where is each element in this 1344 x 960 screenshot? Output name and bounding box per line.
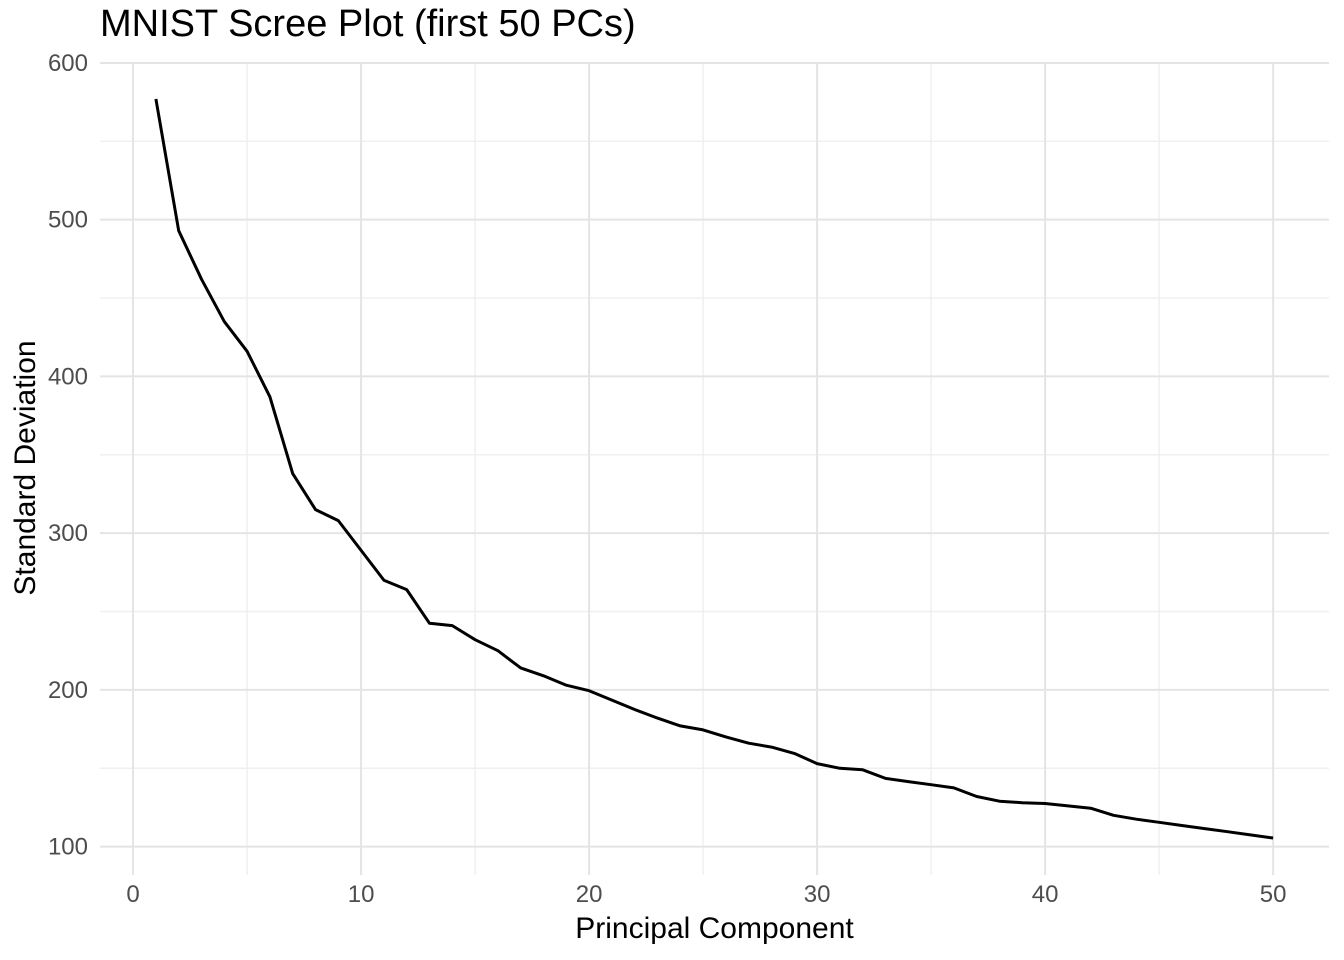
minor-gridlines — [100, 62, 1329, 875]
x-tick-label: 10 — [348, 881, 375, 908]
x-axis-title: Principal Component — [575, 912, 854, 945]
x-tick-labels: 0 10 20 30 40 50 — [126, 881, 1286, 908]
y-tick-label: 600 — [48, 50, 88, 77]
y-tick-label: 100 — [48, 834, 88, 861]
chart-title: MNIST Scree Plot (first 50 PCs) — [100, 3, 636, 45]
scree-line — [154, 98, 1274, 840]
y-tick-label: 500 — [48, 207, 88, 234]
major-gridlines — [100, 61, 1329, 875]
y-tick-label: 400 — [48, 363, 88, 390]
y-tick-label: 200 — [48, 677, 88, 704]
x-tick-label: 20 — [576, 881, 603, 908]
x-tick-label: 30 — [804, 881, 831, 908]
y-tick-label: 300 — [48, 520, 88, 547]
y-tick-labels: 100 200 300 400 500 600 — [48, 50, 88, 861]
x-tick-label: 0 — [126, 881, 139, 908]
x-tick-label: 50 — [1260, 881, 1287, 908]
x-tick-label: 40 — [1032, 881, 1059, 908]
